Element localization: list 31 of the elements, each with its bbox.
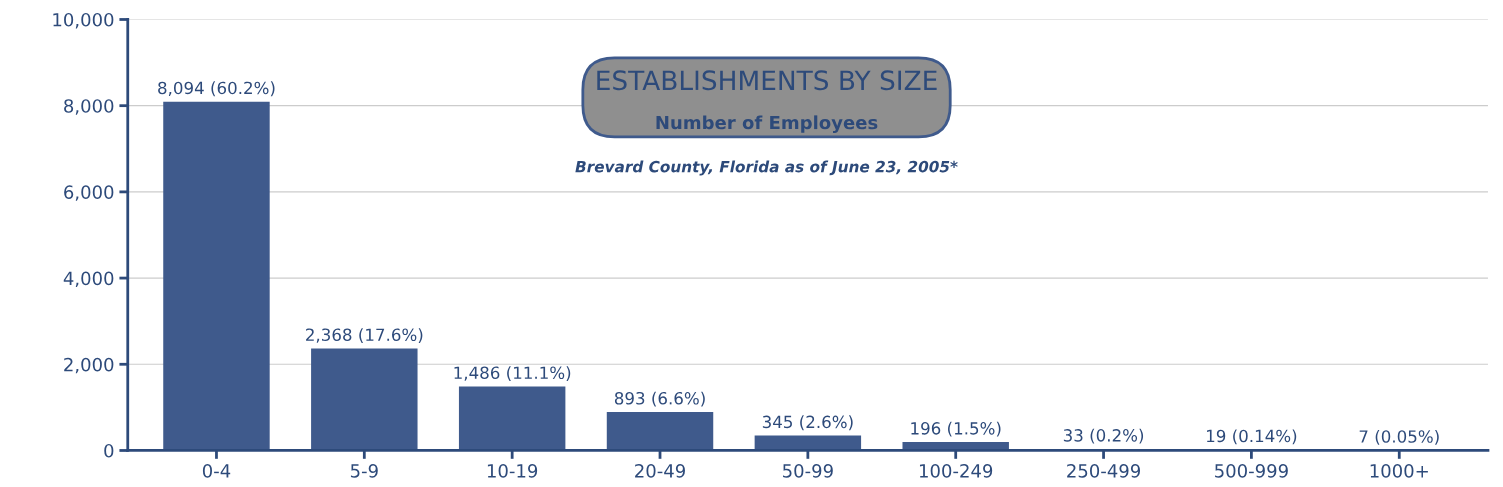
data-label: 7 (0.05%) <box>1359 429 1439 445</box>
data-label: 8,094 (60.2%) <box>158 81 275 97</box>
data-label: 893 (6.6%) <box>614 391 705 407</box>
data-label: 19 (0.14%) <box>1207 429 1297 445</box>
y-tick-label: 4,000 <box>63 271 114 288</box>
x-tick-label: 1000+ <box>1370 463 1428 478</box>
bar <box>458 386 566 451</box>
x-tick-label: 20-49 <box>635 463 685 478</box>
x-tick-label: 250-499 <box>1067 463 1141 478</box>
data-label: 2,368 (17.6%) <box>306 328 423 343</box>
x-tick-label: 10-19 <box>487 463 538 478</box>
y-tick-label: 10,000 <box>53 12 114 29</box>
data-label: 33 (0.2%) <box>1063 428 1144 444</box>
x-tick-label: 50-99 <box>783 463 833 478</box>
x-tick-label: 500-999 <box>1215 463 1288 478</box>
data-label: 345 (2.6%) <box>762 415 853 431</box>
bar <box>163 101 270 451</box>
y-tick-label: 6,000 <box>64 185 114 201</box>
annotation: Brevard County, Florida as of June 23, 2005* <box>575 160 958 176</box>
x-tick-label: 0-4 <box>202 463 231 478</box>
y-tick-label: 2,000 <box>64 357 114 374</box>
text: ESTABLISHMENTS BY SIZE <box>597 70 937 91</box>
data-label: 196 (1.5%) <box>911 421 1001 437</box>
y-tick-label: 8,000 <box>64 99 114 115</box>
x-tick-label: 5-9 <box>350 463 378 478</box>
data-label: 1,486 (11.1%) <box>454 366 571 381</box>
x-tick-label: 100-249 <box>919 463 993 478</box>
bar <box>606 411 714 451</box>
bar <box>311 348 418 451</box>
y-tick-label: 0 <box>104 443 114 458</box>
text: Number of Employees <box>656 115 878 133</box>
